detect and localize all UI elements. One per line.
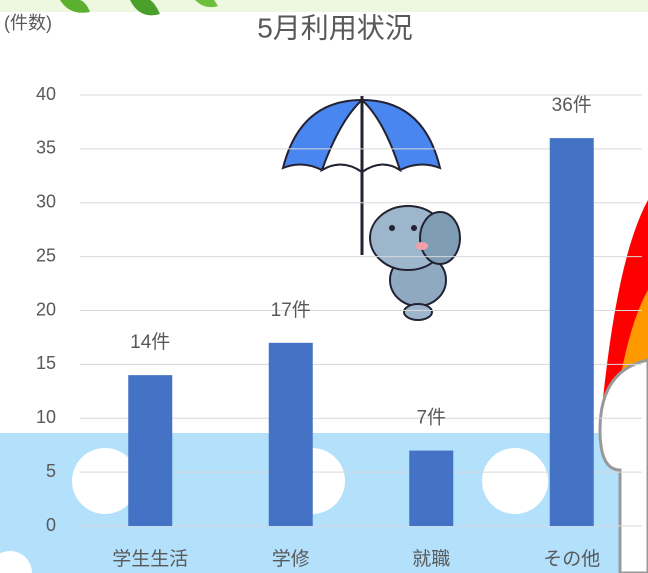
- bar: [128, 375, 172, 526]
- y-tick-label: 40: [36, 84, 56, 104]
- x-tick-label: 学生生活: [112, 548, 188, 570]
- y-tick-label: 30: [36, 192, 56, 212]
- x-tick-label: 学修: [272, 548, 310, 570]
- chart-title: 5月利用状況: [257, 12, 413, 43]
- y-tick-label: 10: [36, 407, 56, 427]
- bar: [409, 451, 453, 526]
- value-label: 7件: [416, 407, 446, 429]
- y-tick-label: 0: [46, 515, 56, 535]
- bar: [550, 138, 594, 526]
- y-tick-label: 20: [36, 299, 56, 319]
- chart: (件数) 5月利用状況 0 5 10 15 20 25 30 35 40 学生生活 14件学修 17件…: [0, 0, 648, 573]
- value-label: 17件: [271, 299, 311, 321]
- y-tick-label: 15: [36, 353, 56, 373]
- y-axis-label: (件数): [4, 13, 52, 33]
- x-tick-label: その他: [543, 548, 600, 570]
- value-label: 14件: [130, 331, 170, 353]
- value-label: 36件: [552, 94, 592, 116]
- y-tick-label: 35: [36, 138, 56, 158]
- x-tick-label: 就職: [412, 548, 450, 570]
- y-tick-label: 5: [46, 461, 56, 481]
- bar: [269, 343, 313, 526]
- y-tick-label: 25: [36, 245, 56, 265]
